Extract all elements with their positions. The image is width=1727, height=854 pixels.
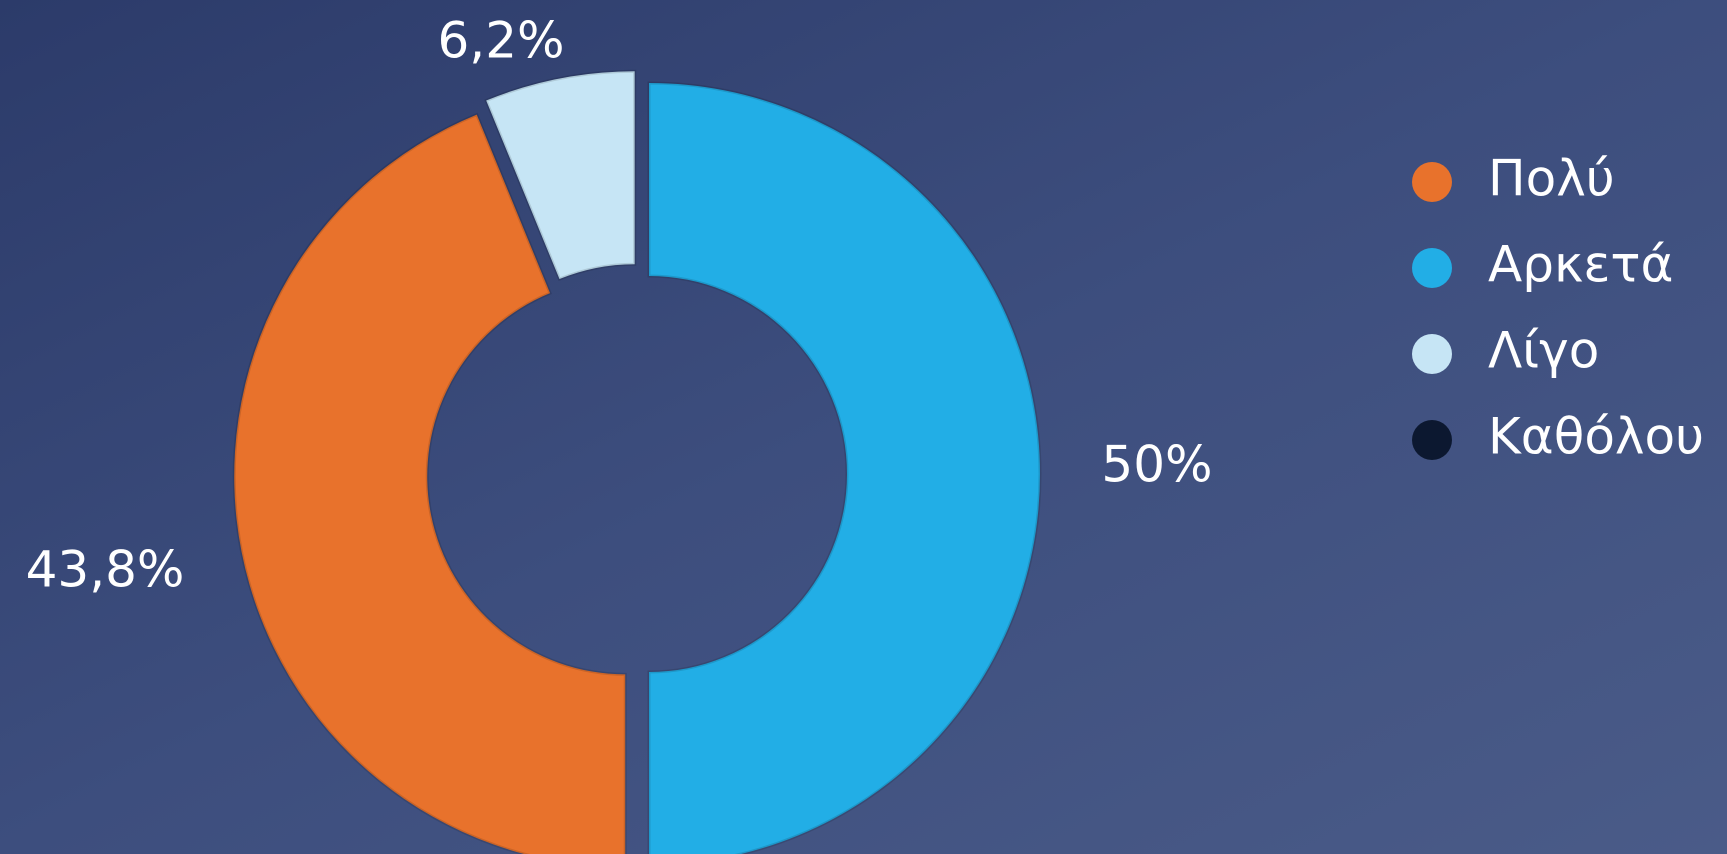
page: {"chart_data": {"type": "pie", "categori…	[0, 0, 1727, 854]
value-label: 43,8%	[26, 541, 185, 599]
legend-label: Πολύ	[1488, 150, 1615, 208]
legend-marker	[1412, 420, 1452, 460]
legend-label: Λίγο	[1488, 322, 1599, 380]
chart: 50% 43,8% 6,2% Πολύ Αρκετά Λίγο Καθόλου	[0, 0, 1727, 854]
value-label: 50%	[1101, 436, 1212, 494]
legend-label: Καθόλου	[1488, 408, 1704, 466]
legend-marker	[1412, 248, 1452, 288]
legend-label: Αρκετά	[1488, 236, 1674, 294]
legend-marker	[1412, 334, 1452, 374]
value-label: 6,2%	[437, 12, 564, 70]
legend-marker	[1412, 162, 1452, 202]
